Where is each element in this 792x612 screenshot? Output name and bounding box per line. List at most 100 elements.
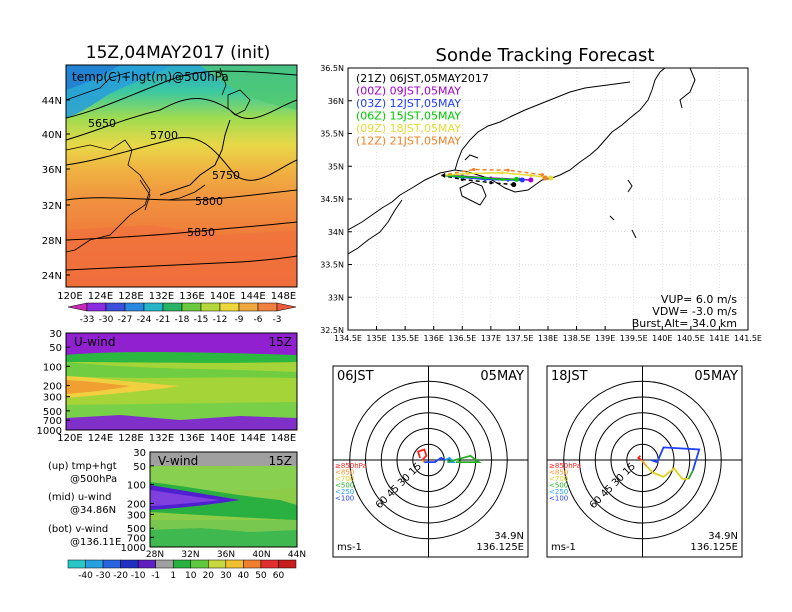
- lon-tick-label: 135.5E: [391, 334, 419, 343]
- pressure-tick-label: 200: [127, 499, 146, 510]
- lon-tick-label: 138.5E: [563, 334, 591, 343]
- pressure-tick-label: 700: [43, 416, 62, 427]
- colorbar-swatch: [181, 302, 202, 312]
- main-title: 15Z,04MAY2017 (init): [86, 43, 271, 63]
- u-wind-frame: [65, 332, 298, 431]
- colorbar-swatch: [278, 559, 297, 569]
- lat-tick-label: 36.5N: [320, 64, 344, 73]
- lon-tick-label: 137E: [481, 334, 501, 343]
- hodograph-legend-entry: ≥850hPa: [335, 462, 367, 470]
- lat-tick-label: 34.5N: [320, 195, 344, 204]
- lon-tick-label: 124E: [88, 291, 113, 302]
- colorbar-label: -1: [151, 571, 160, 581]
- track-grid: [348, 68, 748, 330]
- lat-tick-label: 33N: [328, 293, 344, 302]
- lon-tick-label: 148E: [271, 291, 296, 302]
- colorbar-label: 30: [220, 571, 232, 581]
- pressure-tick-label: 50: [49, 343, 62, 354]
- hodograph-legend-entry: <850: [549, 469, 568, 477]
- colorbar-label: 20: [203, 571, 215, 581]
- hodograph-legend-entry: <700: [335, 475, 354, 483]
- hodograph-trace: [447, 454, 482, 464]
- track-endpoint: [528, 177, 534, 183]
- track-point: [483, 176, 487, 180]
- colorbar-label: -30: [99, 315, 114, 325]
- svg-text:Burst Alt= 34.0 km: Burst Alt= 34.0 km: [632, 317, 737, 330]
- hodograph-legend-entry: <100: [549, 495, 568, 503]
- v-wind-section: [150, 452, 297, 547]
- colorbar-swatch: [238, 302, 259, 312]
- pressure-tick-label: 200: [43, 381, 62, 392]
- hodograph-trace: [416, 448, 428, 461]
- pressure-tick-label: 500: [127, 524, 146, 535]
- colorbar-swatch: [243, 559, 262, 569]
- colorbar-label: -40: [78, 571, 93, 581]
- svg-text:@136.11E: @136.11E: [70, 537, 121, 548]
- colorbar-swatch: [172, 559, 192, 569]
- hodograph-lat: 34.9N: [494, 531, 524, 542]
- lon-tick-label: 140E: [210, 291, 235, 302]
- hodograph-legend-entry: <250: [335, 488, 354, 496]
- legend-entry: (09Z) 18JST,05MAY: [356, 122, 461, 135]
- lon-tick-label: 144E: [240, 433, 265, 444]
- ring-label: 15: [407, 461, 424, 478]
- hodograph-trace: [421, 459, 425, 463]
- map-frame: [65, 64, 298, 288]
- colorbar-label: 1: [170, 571, 176, 581]
- legend-entry: (00Z) 09JST,05MAY: [356, 85, 461, 98]
- colorbar-swatch: [219, 302, 240, 312]
- coastline: [348, 68, 696, 255]
- colorbar-swatch: [276, 302, 297, 312]
- colorbar-label: -15: [194, 315, 209, 325]
- lon-tick-label: 135E: [366, 334, 386, 343]
- track-line: [441, 174, 514, 186]
- lat-tick-label: 24N: [42, 271, 62, 282]
- colorbar-swatch: [137, 559, 156, 569]
- track-point: [489, 181, 493, 185]
- contour-label: 5750: [212, 169, 240, 182]
- hodograph-legend-entry: ≥850hPa: [549, 462, 581, 470]
- lat-tick-label: 36N: [328, 97, 344, 106]
- temperature-map: [66, 65, 297, 287]
- map-lat-axis: 44N 40N 36N 32N 28N 24N: [42, 96, 70, 282]
- colorbar-swatch: [190, 559, 209, 569]
- lat-tick-label: 32N: [42, 201, 62, 212]
- svg-text:(mid) u-wind: (mid) u-wind: [48, 492, 111, 503]
- track-title: Sonde Tracking Forecast: [436, 45, 655, 66]
- colorbar-label: 10: [185, 571, 197, 581]
- track-point: [506, 168, 510, 172]
- lon-tick-label: 140E: [210, 433, 235, 444]
- contour-label: 5700: [150, 129, 178, 142]
- colorbar-label: -3: [273, 315, 282, 325]
- track-point: [466, 171, 470, 176]
- lon-tick-label: 136E: [424, 334, 444, 343]
- hodograph-lon: 136.125E: [690, 542, 738, 553]
- lon-tick-label: 144E: [240, 291, 265, 302]
- lon-tick-label: 132E: [149, 433, 174, 444]
- track-point: [540, 173, 544, 177]
- svg-text:VDW= -3.0 m/s: VDW= -3.0 m/s: [652, 305, 737, 318]
- colorbar-swatch: [200, 302, 221, 312]
- u-wind-label: U-wind: [74, 335, 115, 349]
- pressure-tick-label: 1000: [121, 543, 146, 554]
- lat-tick-label: 33.5N: [320, 261, 344, 270]
- wind-colorbar: -40 -30 -20 -10 -1 1 10 20 30 40 50 60: [67, 559, 297, 581]
- contour-label: 5650: [88, 117, 116, 130]
- lat-tick-label: 34N: [328, 228, 344, 237]
- pressure-tick-label: 30: [133, 448, 146, 459]
- colorbar-label: -30: [96, 571, 111, 581]
- hodograph-unit: ms-1: [337, 542, 362, 553]
- colorbar-swatch: [67, 559, 86, 569]
- colorbar-swatch: [155, 559, 174, 569]
- track-line: [441, 168, 546, 179]
- u-wind-section: [66, 333, 297, 430]
- lon-tick-label: 137.5E: [505, 334, 533, 343]
- colorbar-swatch: [102, 559, 121, 569]
- map-label: temp(C)+hgt(m)@500hPa: [72, 70, 229, 84]
- colorbar-label: -9: [235, 315, 244, 325]
- lon-tick-label: 128E: [118, 291, 143, 302]
- lat-tick-label: 40N: [42, 130, 62, 141]
- lon-tick-label: 136E: [179, 433, 204, 444]
